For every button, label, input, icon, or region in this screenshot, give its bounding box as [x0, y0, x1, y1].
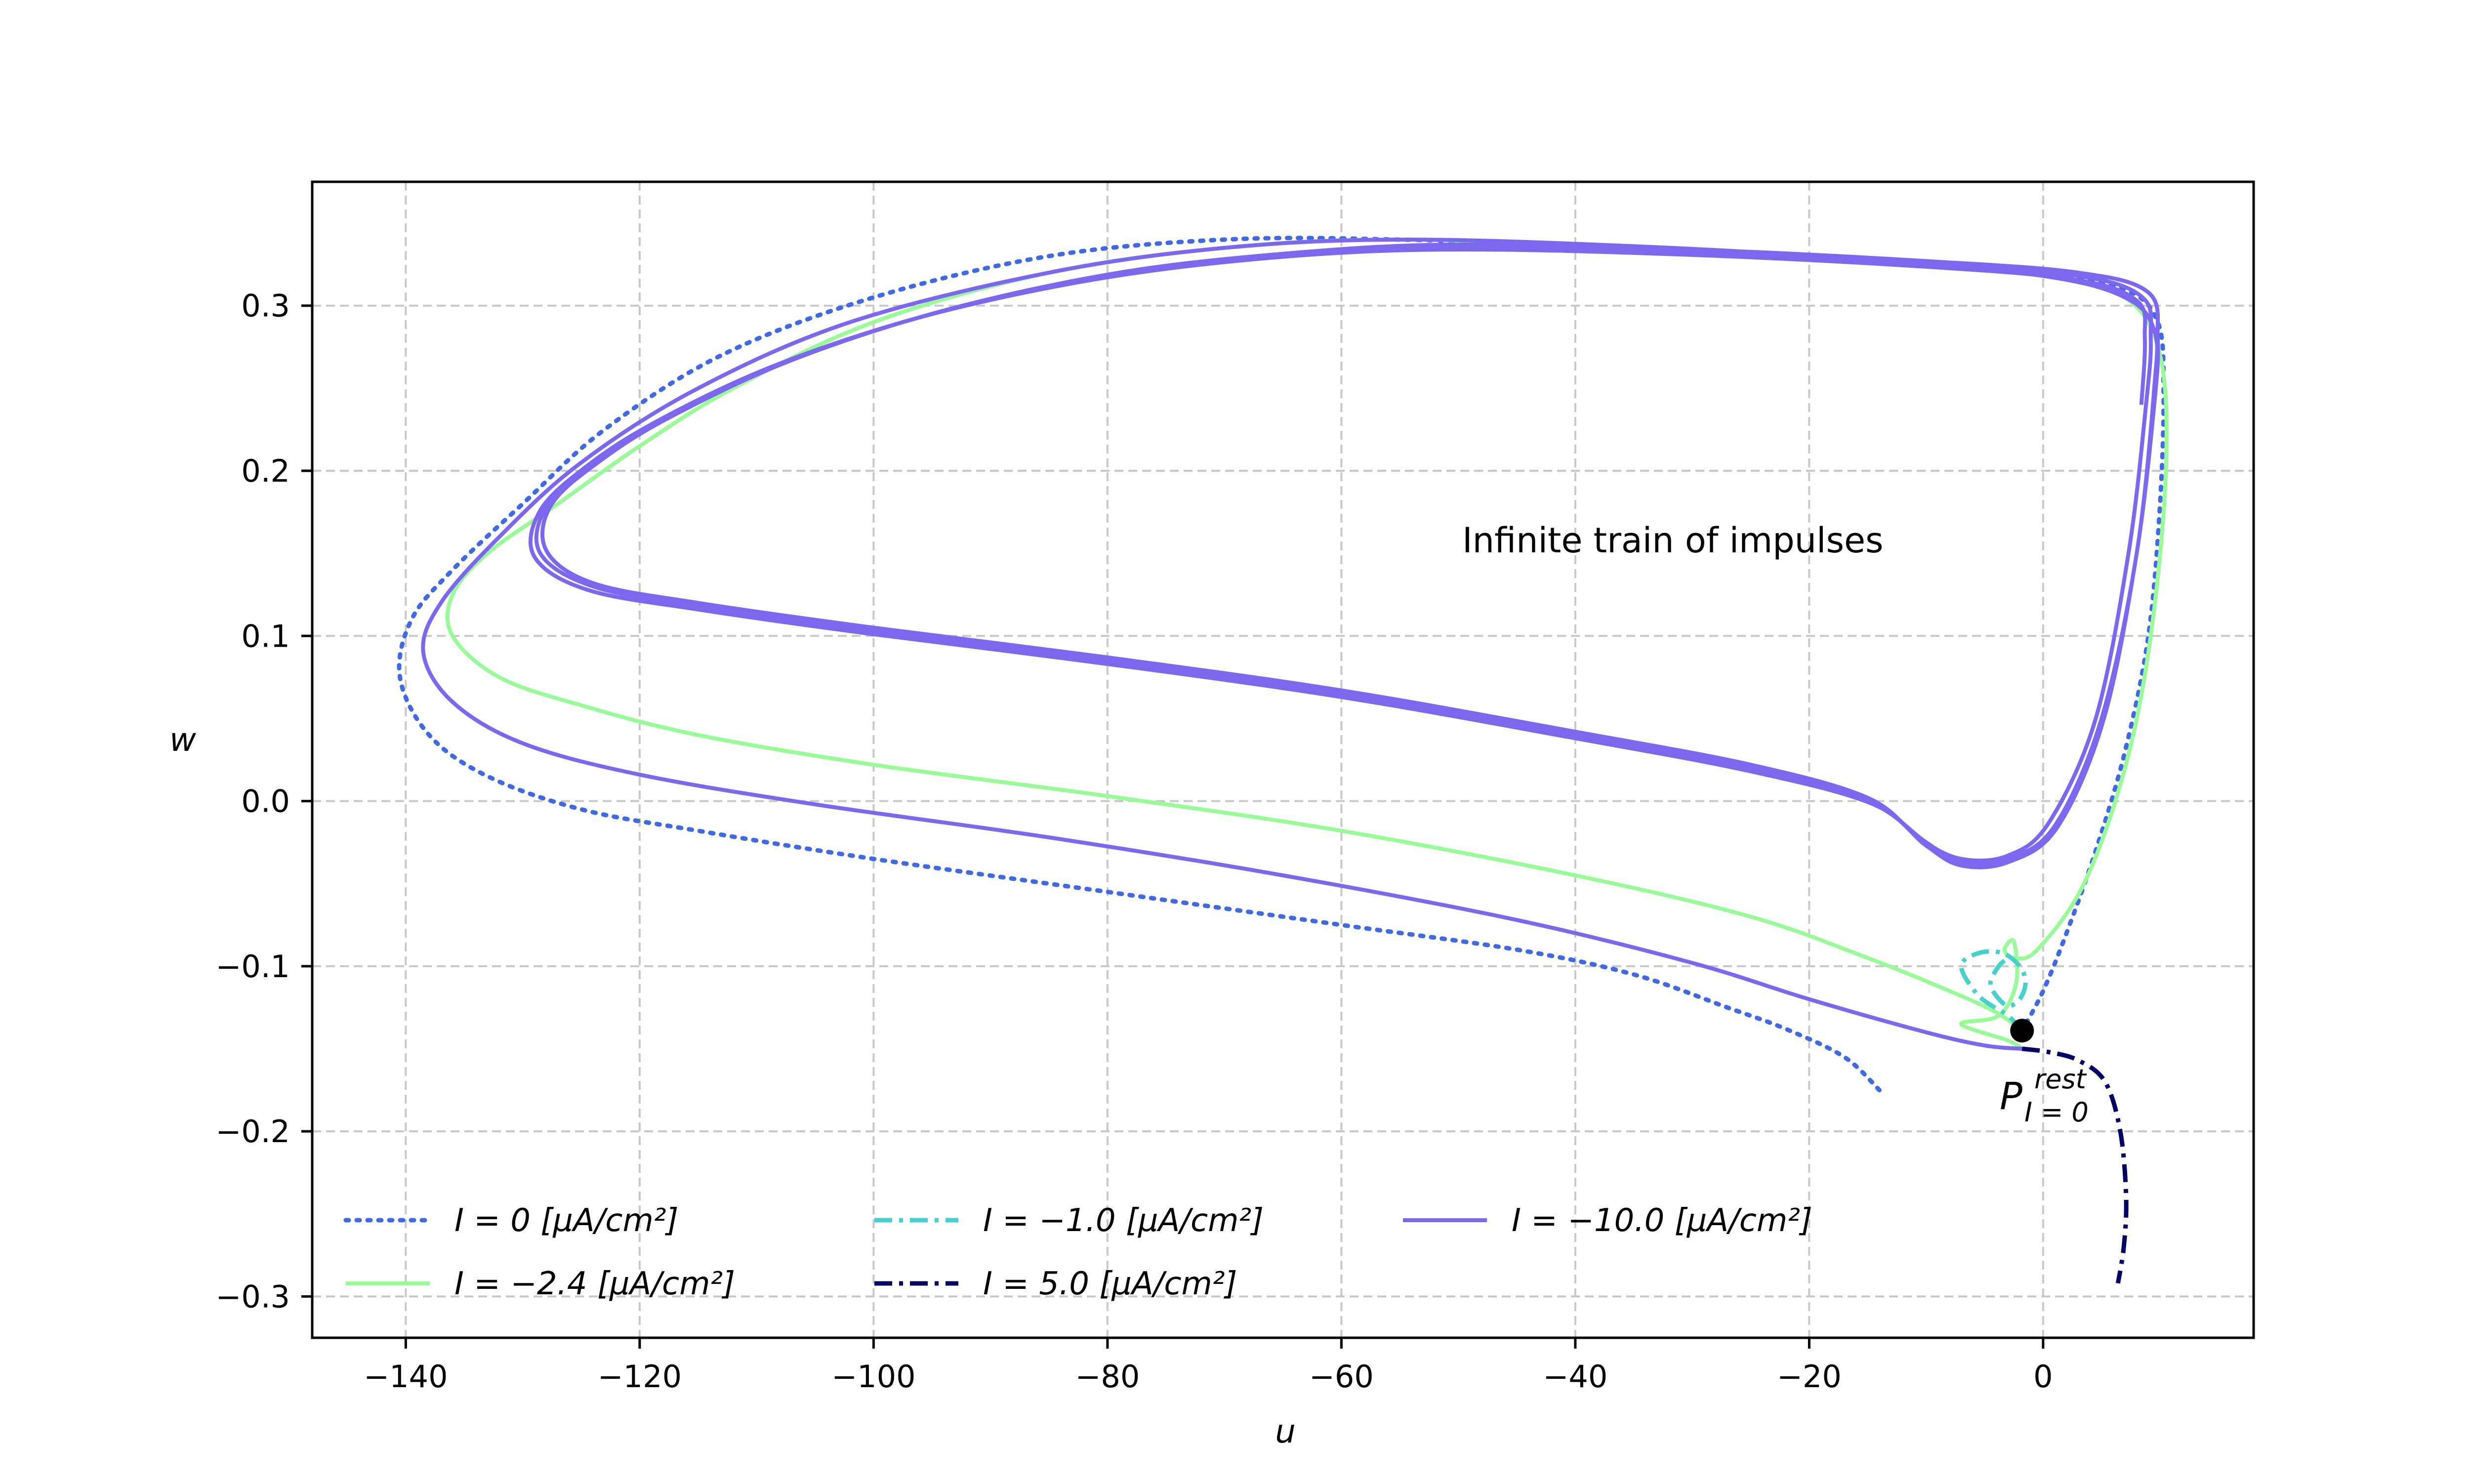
legend-label: I = −2.4 [μA/cm²] — [454, 1266, 735, 1302]
plot-area-frame — [311, 180, 2255, 1339]
y-axis-ticks: −0.3 −0.2 −0.1 0.0 0.1 0.2 0.3 — [215, 288, 312, 1315]
y-tick-label: −0.1 — [215, 948, 290, 985]
y-tick-label: −0.2 — [215, 1113, 290, 1150]
series-line-3 — [2021, 1046, 2129, 1284]
series-layer — [397, 236, 2169, 1284]
legend-label: I = 0 [μA/cm²] — [454, 1202, 678, 1239]
legend-entry-4: I = −10.0 [μA/cm²] — [1403, 1202, 1812, 1239]
grid — [312, 182, 2254, 1338]
legend-label: I = −1.0 [μA/cm²] — [983, 1202, 1264, 1239]
x-axis-ticks: −140 −120 −100 −80 −60 −40 −20 0 — [364, 1338, 2053, 1395]
legend-entry-0: I = 0 [μA/cm²] — [343, 1202, 678, 1239]
series-line-4 — [421, 237, 2160, 1051]
rest-point-label: P — [2000, 1074, 2022, 1118]
x-tick-label: −40 — [1543, 1359, 1607, 1395]
legend-label: I = −10.0 [μA/cm²] — [1512, 1202, 1812, 1239]
legend-entry-3: I = 5.0 [μA/cm²] — [874, 1266, 1237, 1302]
y-tick-label: −0.3 — [215, 1278, 290, 1315]
y-tick-label: 0.2 — [241, 453, 290, 489]
x-tick-label: −80 — [1075, 1359, 1140, 1395]
legend-entry-2: I = −1.0 [μA/cm²] — [874, 1202, 1264, 1239]
legend-label: I = 5.0 [μA/cm²] — [983, 1266, 1237, 1302]
x-tick-label: −120 — [598, 1359, 682, 1395]
rest-point-annotation: P rest I = 0 — [2000, 1064, 2089, 1128]
region-annotation: Infinite train of impulses — [1462, 520, 1883, 561]
legend: I = 0 [μA/cm²] I = −2.4 [μA/cm²] I = −1.0 … — [343, 1202, 1812, 1302]
svg-text:P rest: P rest — [2000, 1064, 2087, 1118]
x-tick-label: −60 — [1309, 1359, 1374, 1395]
x-tick-label: 0 — [2033, 1359, 2053, 1395]
series-line-2 — [1959, 949, 2028, 1032]
rest-point-dot — [2010, 1019, 2034, 1043]
y-tick-label: 0.3 — [241, 288, 290, 324]
rest-point-subscript: I = 0 — [2024, 1097, 2089, 1128]
y-tick-label: 0.1 — [241, 618, 290, 654]
rest-point-marker — [2010, 1019, 2034, 1043]
legend-entry-1: I = −2.4 [μA/cm²] — [346, 1266, 735, 1302]
x-axis-label: u — [1275, 1412, 1296, 1450]
x-tick-label: −20 — [1777, 1359, 1842, 1395]
y-tick-label: 0.0 — [241, 783, 290, 820]
x-tick-label: −100 — [831, 1359, 915, 1395]
y-axis-label: w — [169, 721, 197, 759]
series-line-0 — [397, 236, 2166, 1093]
rest-point-superscript: rest — [2034, 1064, 2087, 1095]
x-tick-label: −140 — [364, 1359, 448, 1395]
